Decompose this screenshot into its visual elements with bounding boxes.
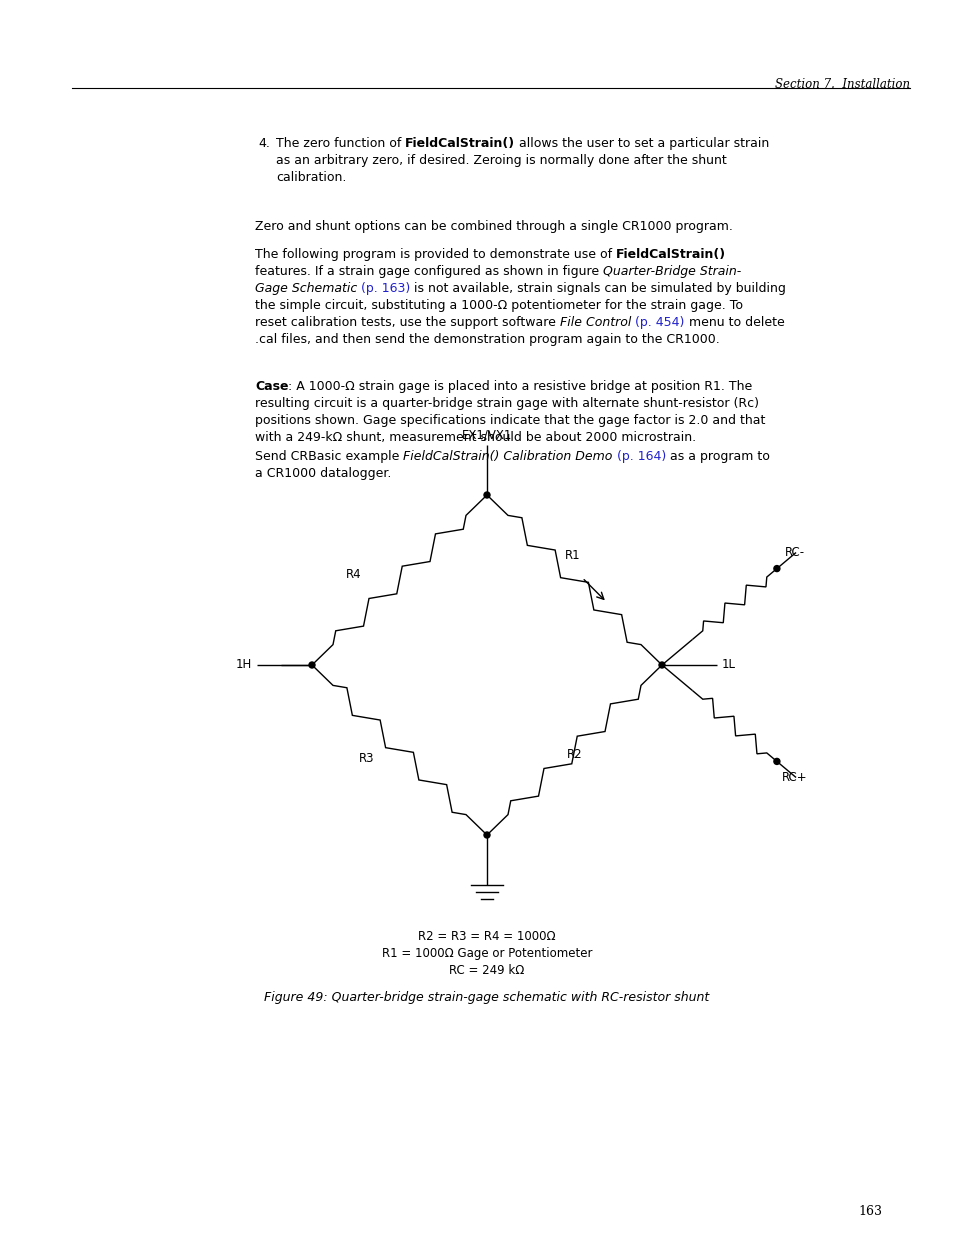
Text: 4.: 4. bbox=[257, 137, 270, 149]
Text: 1H: 1H bbox=[235, 658, 252, 672]
Circle shape bbox=[659, 662, 664, 668]
Text: with a 249-kΩ shunt, measurement should be about 2000 microstrain.: with a 249-kΩ shunt, measurement should … bbox=[254, 431, 696, 445]
Text: FieldCalStrain() Calibration Demo: FieldCalStrain() Calibration Demo bbox=[403, 450, 612, 463]
Text: FieldCalStrain(): FieldCalStrain() bbox=[616, 248, 725, 261]
Text: R4: R4 bbox=[346, 568, 361, 582]
Text: R1 = 1000Ω Gage or Potentiometer: R1 = 1000Ω Gage or Potentiometer bbox=[381, 947, 592, 960]
Text: .cal files, and then send the demonstration program again to the CR1000.: .cal files, and then send the demonstrat… bbox=[254, 333, 719, 346]
Text: as a program to: as a program to bbox=[665, 450, 769, 463]
Text: R1: R1 bbox=[564, 550, 579, 562]
Text: features. If a strain gage configured as shown in figure: features. If a strain gage configured as… bbox=[254, 266, 602, 278]
Text: Figure 49: Quarter-bridge strain-gage schematic with RC-resistor shunt: Figure 49: Quarter-bridge strain-gage sc… bbox=[264, 990, 709, 1004]
Text: Zero and shunt options can be combined through a single CR1000 program.: Zero and shunt options can be combined t… bbox=[254, 220, 732, 233]
Text: File Control: File Control bbox=[559, 316, 631, 329]
Text: a CR1000 datalogger.: a CR1000 datalogger. bbox=[254, 467, 391, 480]
Text: calibration.: calibration. bbox=[275, 170, 346, 184]
Text: RC-: RC- bbox=[784, 546, 804, 558]
Circle shape bbox=[483, 492, 490, 498]
Text: The following program is provided to demonstrate use of: The following program is provided to dem… bbox=[254, 248, 616, 261]
Text: 1L: 1L bbox=[721, 658, 735, 672]
Circle shape bbox=[483, 832, 490, 839]
Text: RC+: RC+ bbox=[781, 772, 806, 784]
Text: RC = 249 kΩ: RC = 249 kΩ bbox=[449, 965, 524, 977]
Text: FieldCalStrain(): FieldCalStrain() bbox=[405, 137, 515, 149]
Text: R3: R3 bbox=[358, 752, 375, 764]
Text: 163: 163 bbox=[857, 1205, 882, 1218]
Text: R2: R2 bbox=[566, 748, 581, 762]
Text: : A 1000-Ω strain gage is placed into a resistive bridge at position R1. The: : A 1000-Ω strain gage is placed into a … bbox=[288, 380, 752, 393]
Text: resulting circuit is a quarter-bridge strain gage with alternate shunt-resistor : resulting circuit is a quarter-bridge st… bbox=[254, 396, 759, 410]
Text: is not available, strain signals can be simulated by building: is not available, strain signals can be … bbox=[410, 282, 785, 295]
Circle shape bbox=[773, 758, 780, 764]
Text: Case: Case bbox=[254, 380, 288, 393]
Circle shape bbox=[773, 566, 780, 572]
Text: EX1/VX1: EX1/VX1 bbox=[461, 429, 512, 441]
Text: Gage Schematic: Gage Schematic bbox=[254, 282, 356, 295]
Text: Section 7.  Installation: Section 7. Installation bbox=[774, 78, 909, 91]
Text: menu to delete: menu to delete bbox=[684, 316, 783, 329]
Text: allows the user to set a particular strain: allows the user to set a particular stra… bbox=[515, 137, 769, 149]
Text: the simple circuit, substituting a 1000-Ω potentiometer for the strain gage. To: the simple circuit, substituting a 1000-… bbox=[254, 299, 742, 312]
Text: (p. 164): (p. 164) bbox=[612, 450, 665, 463]
Text: (p. 454): (p. 454) bbox=[631, 316, 684, 329]
Text: reset calibration tests, use the support software: reset calibration tests, use the support… bbox=[254, 316, 559, 329]
Text: as an arbitrary zero, if desired. Zeroing is normally done after the shunt: as an arbitrary zero, if desired. Zeroin… bbox=[275, 154, 726, 167]
Text: Send CRBasic example: Send CRBasic example bbox=[254, 450, 403, 463]
Text: positions shown. Gage specifications indicate that the gage factor is 2.0 and th: positions shown. Gage specifications ind… bbox=[254, 414, 764, 427]
Circle shape bbox=[309, 662, 314, 668]
Text: The zero function of: The zero function of bbox=[275, 137, 405, 149]
Text: Quarter-Bridge Strain-: Quarter-Bridge Strain- bbox=[602, 266, 740, 278]
Text: (p. 163): (p. 163) bbox=[356, 282, 410, 295]
Text: R2 = R3 = R4 = 1000Ω: R2 = R3 = R4 = 1000Ω bbox=[417, 930, 556, 944]
